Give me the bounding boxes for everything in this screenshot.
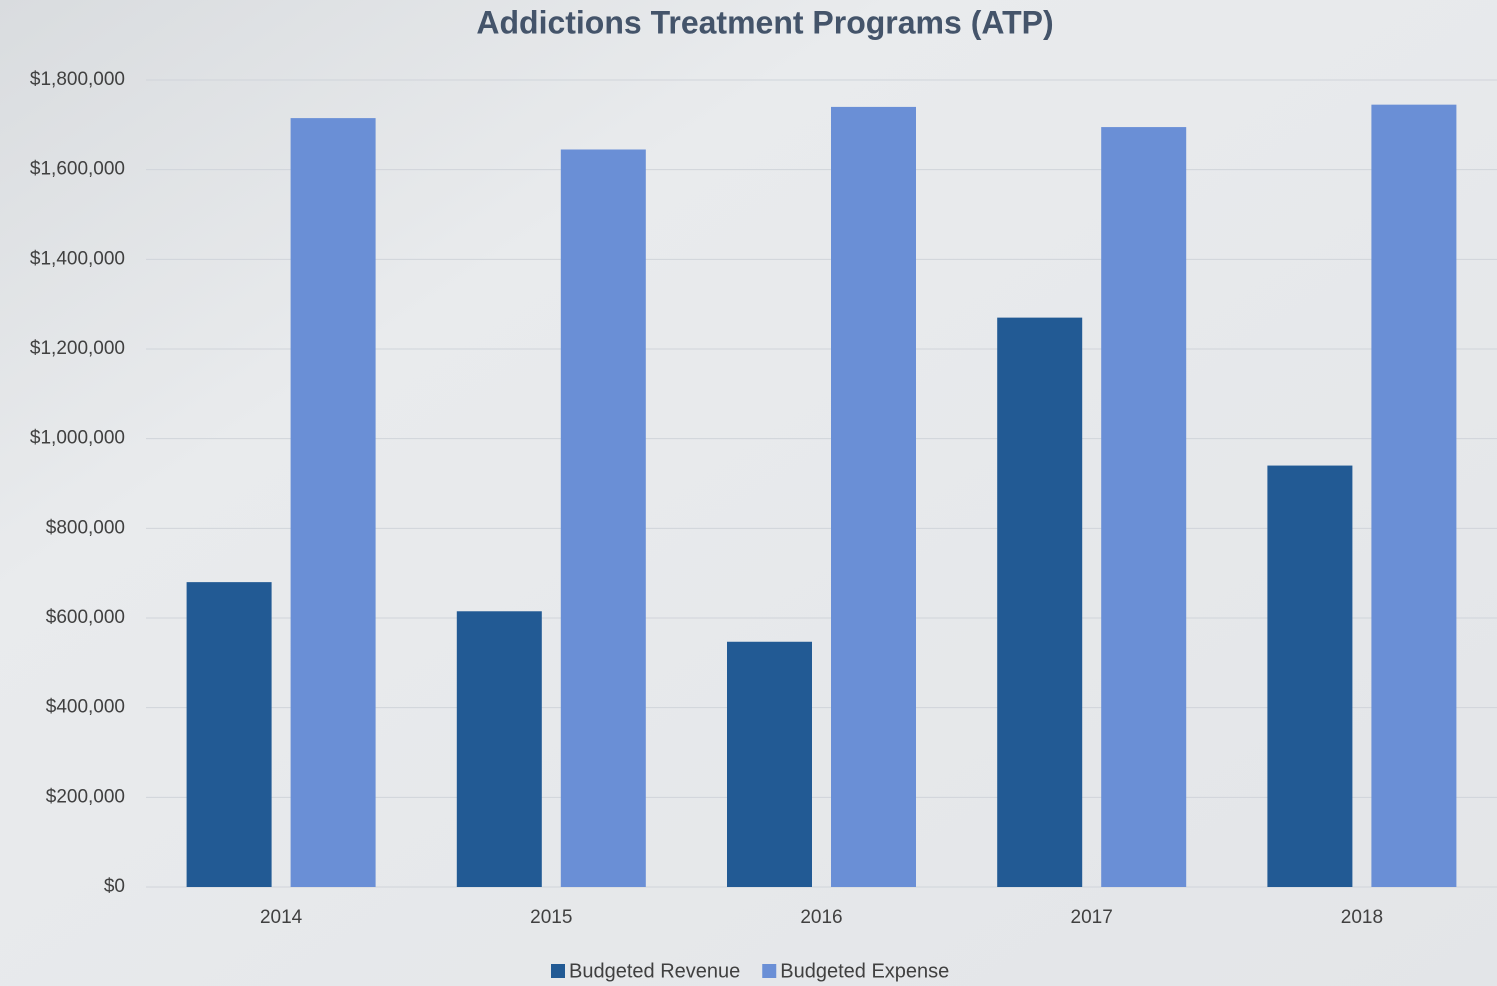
bar: [456, 611, 542, 887]
bar: [997, 317, 1083, 887]
y-tick-label: $600,000: [46, 607, 125, 628]
bar: [831, 106, 916, 887]
y-tick-label: $800,000: [46, 517, 125, 538]
x-tick-label: 2016: [800, 907, 842, 928]
bar: [290, 118, 376, 887]
legend-swatch: [762, 964, 777, 978]
chart-title: Addictions Treatment Programs (ATP): [476, 4, 1053, 40]
y-tick-label: $1,400,000: [30, 248, 125, 269]
bar: [186, 582, 272, 887]
bar: [1371, 104, 1457, 888]
y-tick-label: $1,800,000: [30, 69, 125, 90]
y-tick-label: $1,200,000: [30, 338, 125, 359]
x-tick-label: 2015: [530, 907, 572, 928]
x-tick-label: 2018: [1341, 907, 1383, 928]
bar: [1101, 127, 1187, 887]
y-tick-label: $400,000: [46, 697, 125, 718]
legend-swatch: [551, 964, 565, 978]
y-tick-label: $0: [104, 876, 125, 897]
y-tick-label: $1,000,000: [30, 428, 125, 449]
y-tick-label: $1,600,000: [30, 159, 125, 180]
legend-label: Budgeted Revenue: [569, 960, 740, 982]
bar: [560, 149, 646, 887]
legend-label: Budgeted Expense: [780, 960, 949, 982]
bar: [1267, 465, 1353, 887]
y-tick-label: $200,000: [46, 786, 125, 807]
x-tick-label: 2017: [1071, 907, 1113, 928]
x-tick-label: 2014: [260, 907, 303, 928]
bar: [727, 641, 812, 887]
